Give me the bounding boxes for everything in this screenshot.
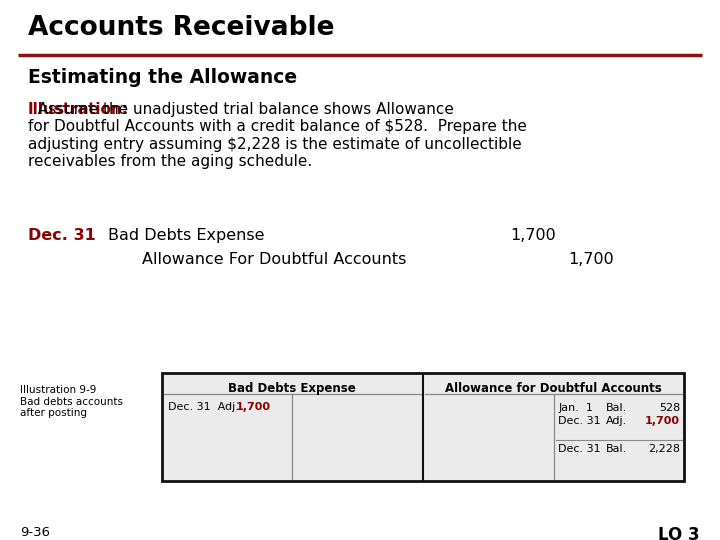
Text: Allowance for Doubtful Accounts: Allowance for Doubtful Accounts	[445, 382, 662, 395]
Text: Jan.  1: Jan. 1	[559, 403, 593, 413]
Text: Illustration 9-9
Bad debts accounts
after posting: Illustration 9-9 Bad debts accounts afte…	[20, 385, 123, 418]
Text: Allowance For Doubtful Accounts: Allowance For Doubtful Accounts	[142, 252, 406, 267]
Text: 9-36: 9-36	[20, 526, 50, 539]
Text: Bad Debts Expense: Bad Debts Expense	[228, 382, 356, 395]
Text: Estimating the Allowance: Estimating the Allowance	[28, 68, 297, 87]
Text: Dec. 31: Dec. 31	[559, 416, 601, 426]
FancyBboxPatch shape	[162, 373, 684, 481]
Text: 528: 528	[659, 403, 680, 413]
Text: Dec. 31: Dec. 31	[28, 228, 96, 243]
Text: 1,700: 1,700	[236, 402, 271, 412]
Text: Assume the unadjusted trial balance shows Allowance
for Doubtful Accounts with a: Assume the unadjusted trial balance show…	[28, 102, 527, 169]
Text: 1,700: 1,700	[568, 252, 614, 267]
Text: LO 3: LO 3	[658, 526, 700, 540]
Text: Bad Debts Expense: Bad Debts Expense	[108, 228, 264, 243]
Text: 1,700: 1,700	[510, 228, 556, 243]
Text: Adj.: Adj.	[606, 416, 626, 426]
Text: Dec. 31: Dec. 31	[559, 444, 601, 454]
Text: Illustration:: Illustration:	[28, 102, 129, 117]
Text: Dec. 31  Adj.: Dec. 31 Adj.	[168, 402, 239, 412]
Text: Bal.: Bal.	[606, 403, 626, 413]
Text: 2,228: 2,228	[648, 444, 680, 454]
Text: 1,700: 1,700	[645, 416, 680, 426]
Text: Accounts Receivable: Accounts Receivable	[28, 15, 335, 41]
Text: Bal.: Bal.	[606, 444, 626, 454]
